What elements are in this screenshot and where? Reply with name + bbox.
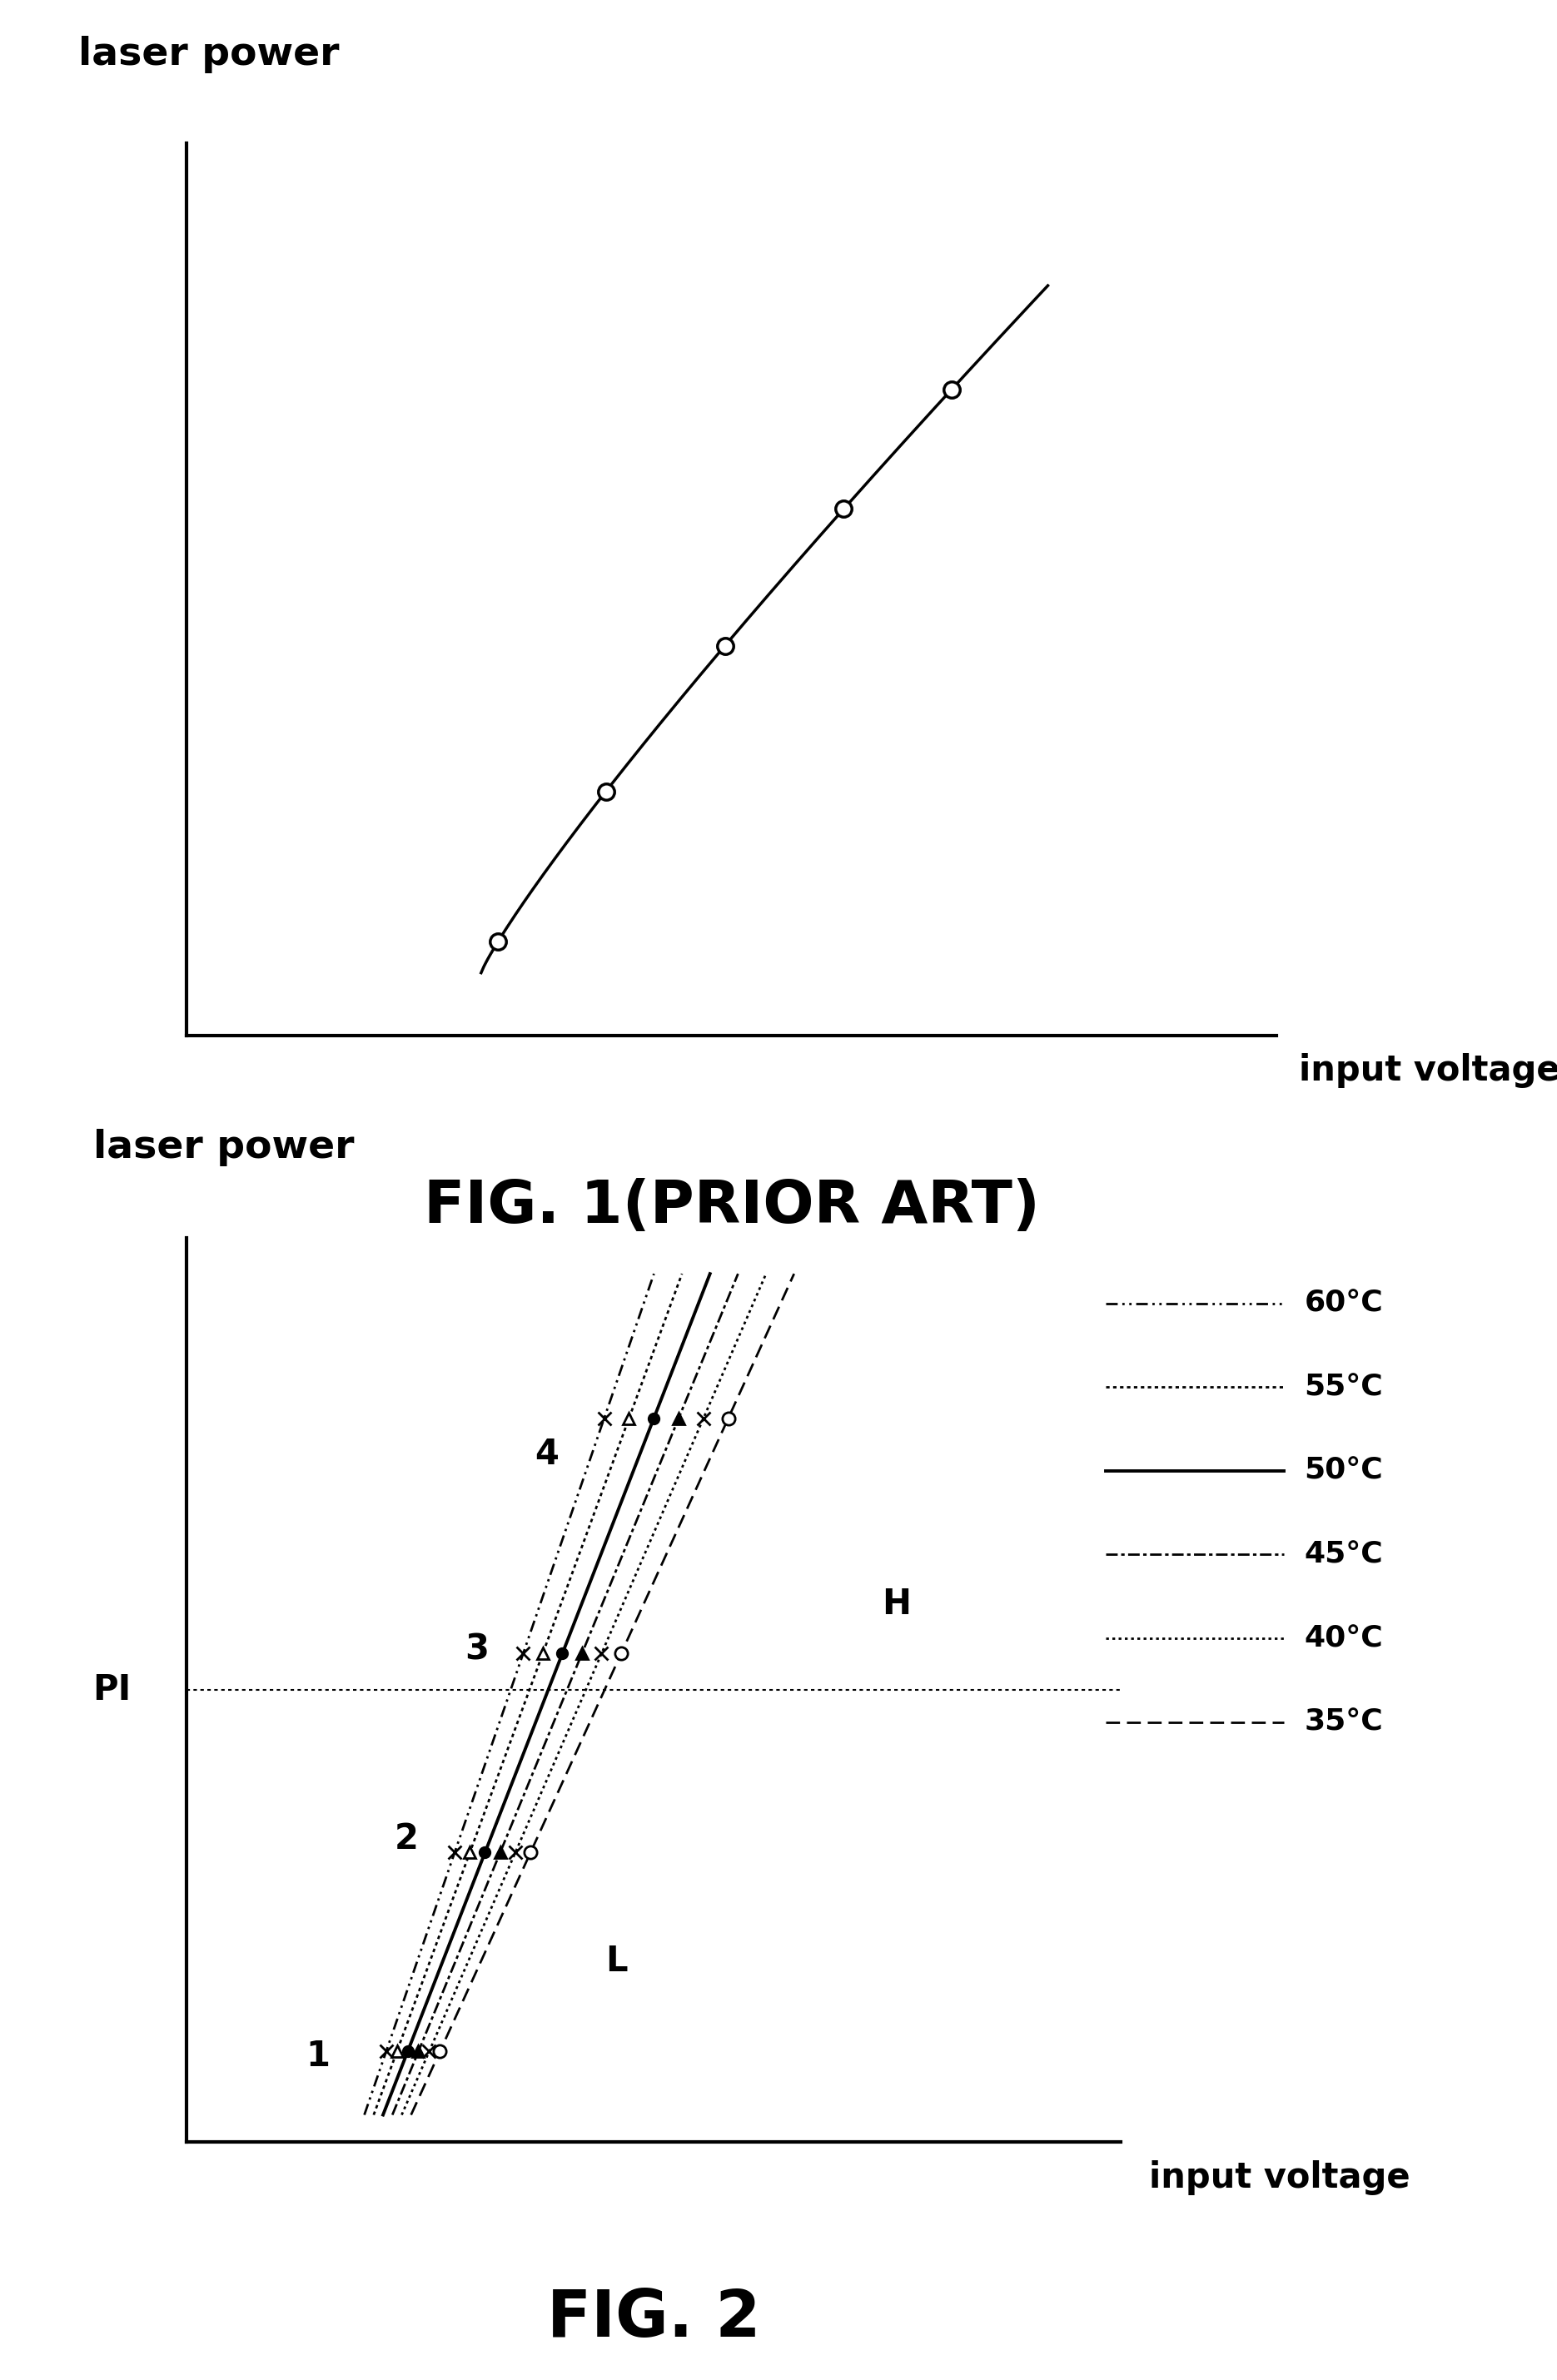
Text: FIG. 1(PRIOR ART): FIG. 1(PRIOR ART) bbox=[424, 1178, 1040, 1235]
Text: 40°C: 40°C bbox=[1305, 1623, 1383, 1652]
Text: L: L bbox=[606, 1944, 627, 1978]
Text: 55°C: 55°C bbox=[1305, 1373, 1383, 1402]
Text: H: H bbox=[883, 1587, 911, 1621]
Text: 4: 4 bbox=[534, 1438, 559, 1473]
Text: 2: 2 bbox=[394, 1821, 419, 1856]
Text: laser power: laser power bbox=[78, 36, 339, 74]
Text: 3: 3 bbox=[464, 1633, 489, 1666]
Text: FIG. 2: FIG. 2 bbox=[547, 2287, 761, 2349]
Text: PI: PI bbox=[92, 1673, 131, 1706]
Text: 45°C: 45°C bbox=[1305, 1540, 1383, 1568]
Text: laser power: laser power bbox=[93, 1128, 355, 1166]
Text: 50°C: 50°C bbox=[1305, 1457, 1383, 1485]
Text: 60°C: 60°C bbox=[1305, 1290, 1383, 1319]
Text: 35°C: 35°C bbox=[1305, 1709, 1383, 1737]
Text: input voltage: input voltage bbox=[1149, 2161, 1411, 2194]
Text: input voltage: input voltage bbox=[1299, 1054, 1557, 1088]
Text: 1: 1 bbox=[305, 2040, 330, 2073]
